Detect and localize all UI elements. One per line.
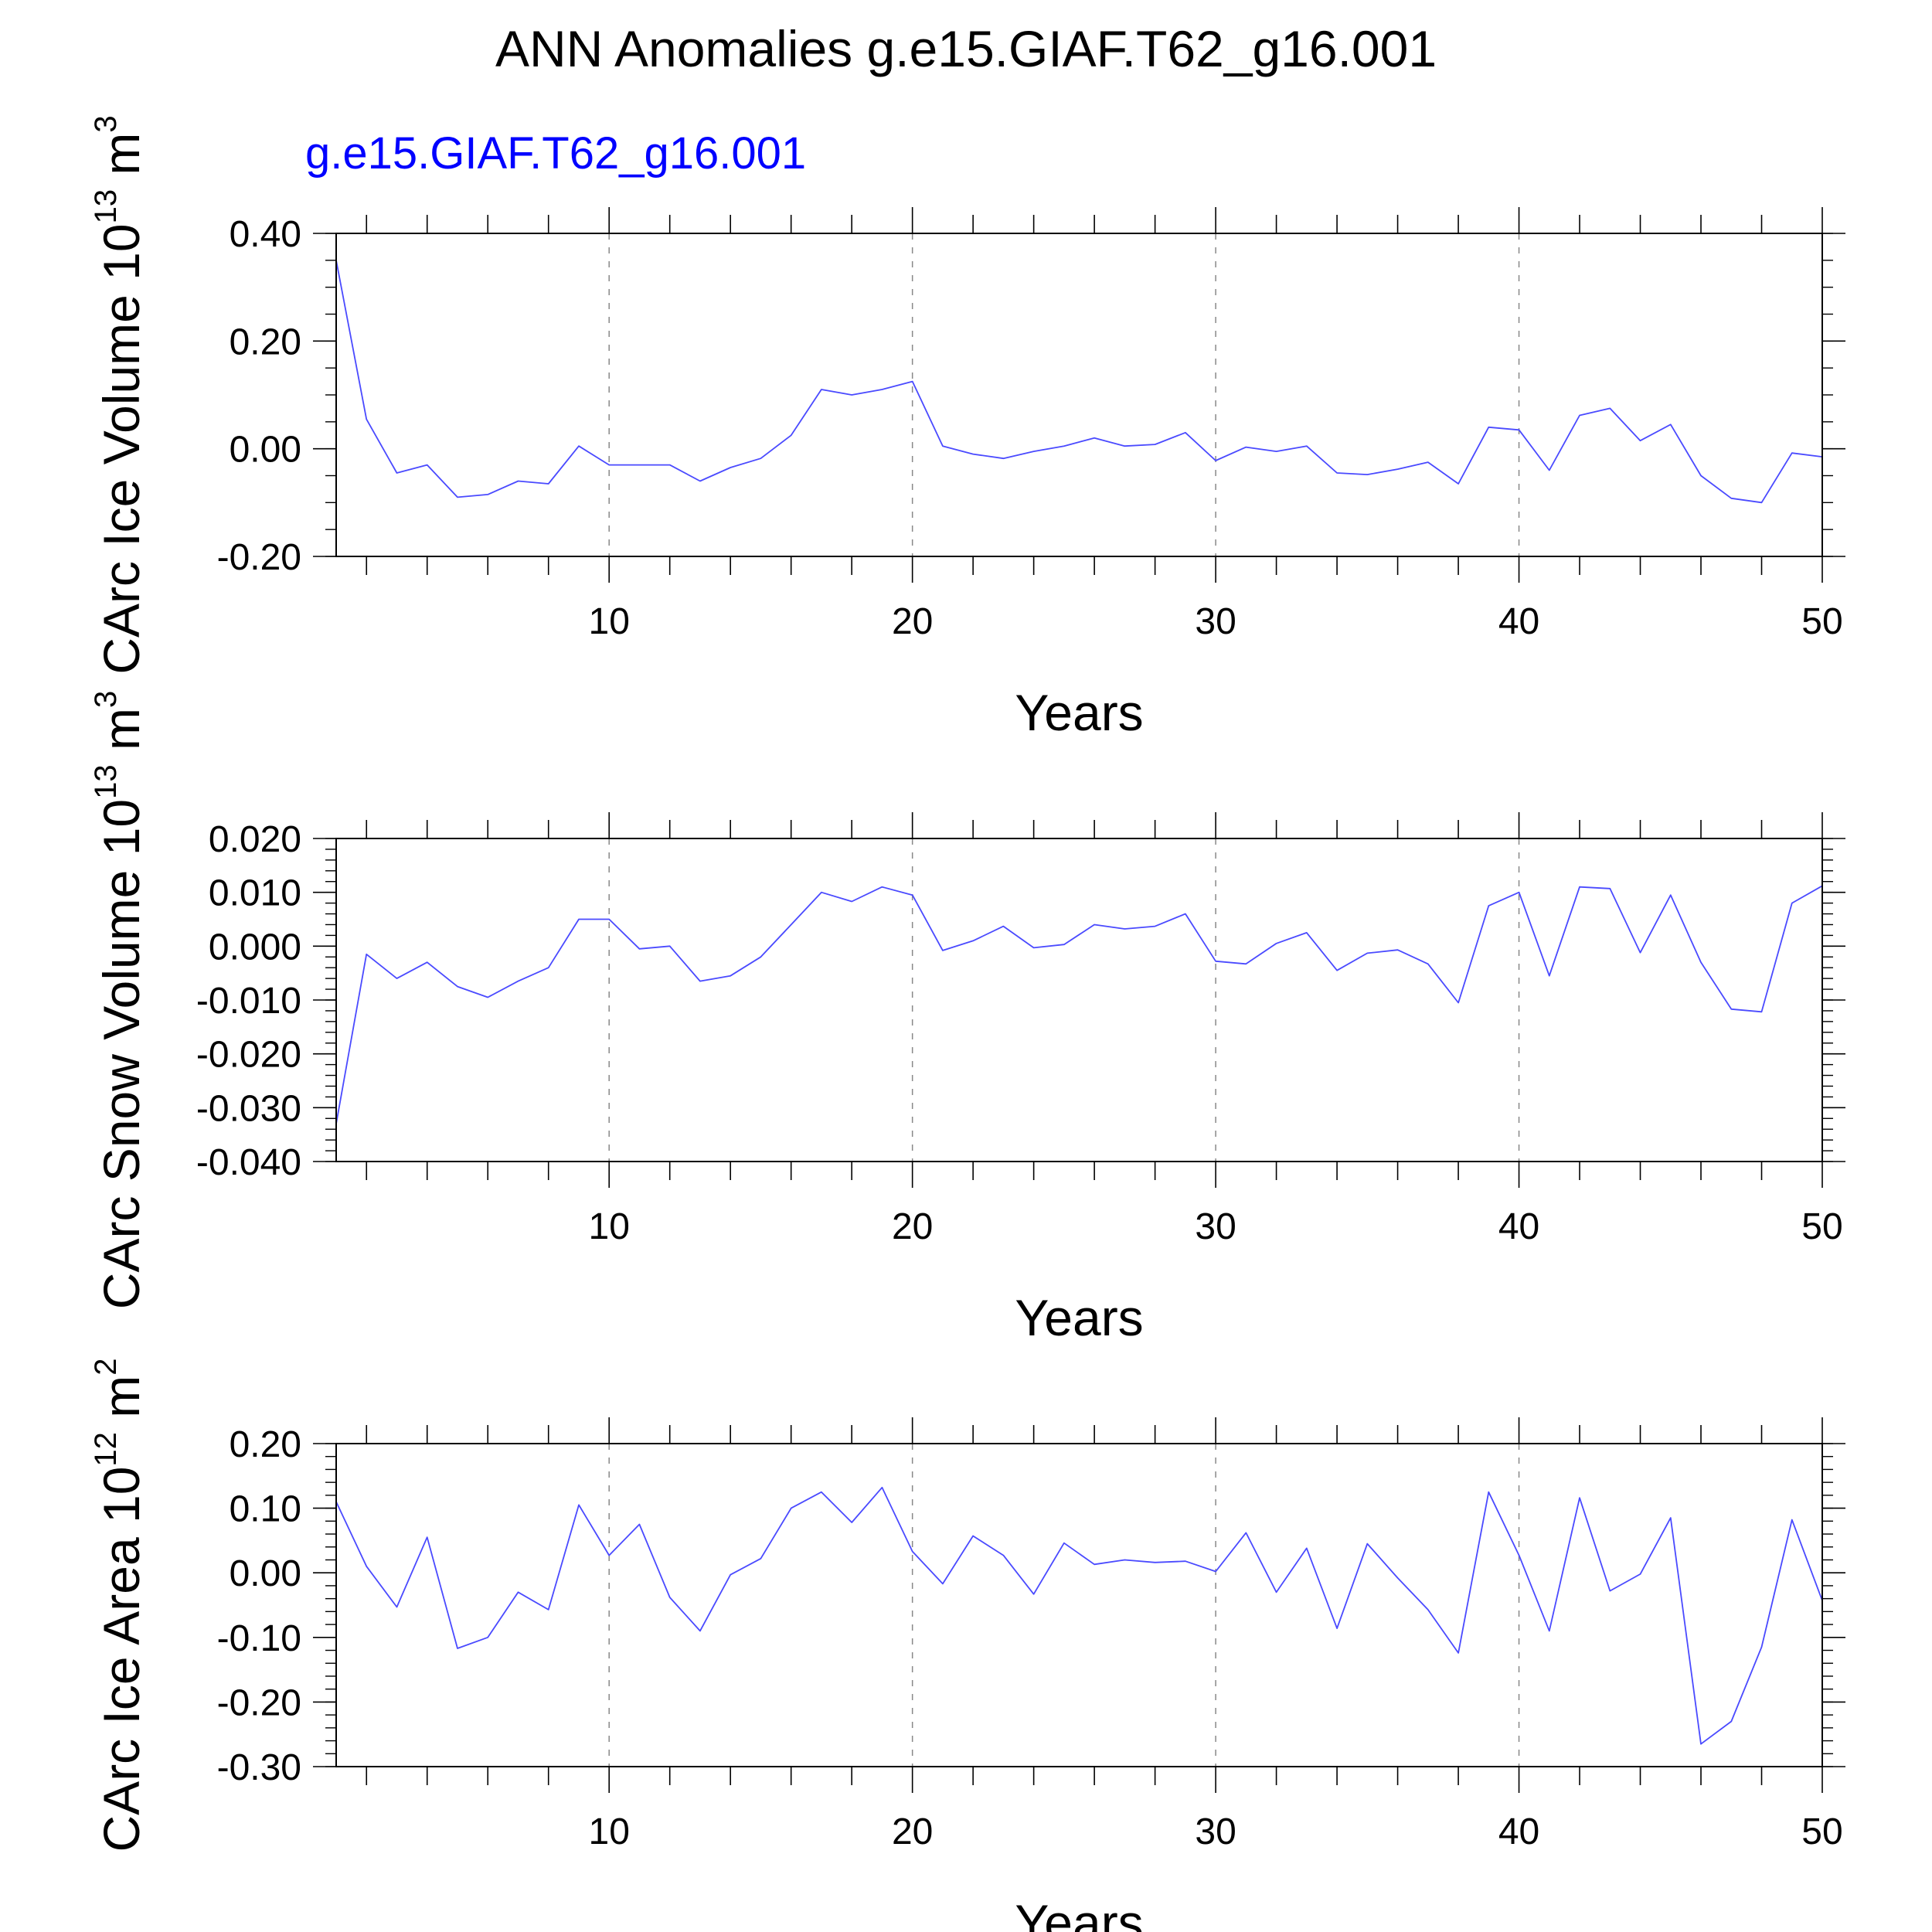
ice-area-y-axis-label-unit: m bbox=[93, 1376, 150, 1432]
snow-volume-y-tick-label: 0.010 bbox=[209, 873, 301, 914]
snow-volume-x-tick-label: 40 bbox=[1498, 1206, 1539, 1247]
ice-area-y-tick-label: 0.10 bbox=[230, 1489, 301, 1530]
ice-volume-y-tick-label: 0.20 bbox=[230, 321, 301, 362]
ice-volume-y-tick-label: 0.40 bbox=[230, 214, 301, 255]
ice-volume-panel: 10 20 30 40 50 -0.20 0.00 0.20 0.40 Years CArc Ice… bbox=[89, 115, 1845, 741]
ice-area-y-tick-label: -0.30 bbox=[217, 1747, 301, 1788]
panels: 10 20 30 40 50 -0.20 0.00 0.20 0.40 Years CArc Ice… bbox=[89, 115, 1845, 1932]
ice-volume-x-tick-label: 40 bbox=[1498, 601, 1539, 642]
snow-volume-y-tick-label: -0.020 bbox=[196, 1035, 301, 1076]
ice-area-y-tick-label: -0.10 bbox=[217, 1618, 301, 1659]
ice-volume-y-axis-label-exponent: 13 bbox=[89, 189, 123, 224]
ice-volume-x-tick-label: 30 bbox=[1195, 601, 1236, 642]
snow-volume-x-tick-label: 30 bbox=[1195, 1206, 1236, 1247]
ice-area-y-axis-label-text: CArc Ice Area 10 bbox=[93, 1467, 150, 1852]
ice-volume-y-tick-label: 0.00 bbox=[230, 430, 301, 471]
ice-area-series-line bbox=[335, 1486, 1823, 1745]
ice-area-y-axis-label: CArc Ice Area 1012 m2 bbox=[89, 1359, 150, 1852]
figure-title: ANN Anomalies g.e15.GIAF.T62_g16.001 bbox=[495, 20, 1437, 77]
ice-area-y-tick-label: 0.00 bbox=[230, 1553, 301, 1594]
ice-area-y-tick-label: 0.20 bbox=[230, 1424, 301, 1465]
snow-volume-panel: 10 20 30 40 50 -0.040 -0.030 -0.020 -0.010 0.000 0… bbox=[89, 691, 1845, 1346]
ice-volume-y-axis-label-text: CArc Ice Volume 10 bbox=[93, 223, 150, 674]
ice-volume-x-tick-label: 10 bbox=[589, 601, 630, 642]
ice-area-panel: 10 20 30 40 50 -0.30 -0.20 -0.10 0.00 0.10 0.20 Yea… bbox=[89, 1359, 1845, 1932]
snow-volume-y-tick-label: 0.000 bbox=[209, 927, 301, 968]
snow-volume-y-axis-label-unit-exponent: 3 bbox=[89, 691, 123, 708]
snow-volume-y-axis-label-unit: m bbox=[93, 708, 150, 764]
ice-area-x-tick-label: 20 bbox=[892, 1811, 933, 1852]
snow-volume-x-tick-label: 20 bbox=[892, 1206, 933, 1247]
snow-volume-y-axis-label-exponent: 13 bbox=[89, 764, 123, 799]
ice-area-x-tick-label: 40 bbox=[1498, 1811, 1539, 1852]
ice-volume-y-axis-label-unit-exponent: 3 bbox=[89, 115, 123, 132]
ice-volume-x-tick-label: 20 bbox=[892, 601, 933, 642]
ice-area-x-axis-label: Years bbox=[1015, 1894, 1143, 1932]
ice-volume-series-line bbox=[335, 260, 1823, 504]
ice-area-frame bbox=[335, 1443, 1823, 1767]
ice-area-x-tick-label: 10 bbox=[589, 1811, 630, 1852]
snow-volume-y-tick-label: 0.020 bbox=[209, 819, 301, 860]
snow-volume-y-tick-label: -0.040 bbox=[196, 1142, 301, 1183]
snow-volume-x-axis-label: Years bbox=[1015, 1289, 1143, 1346]
case-label: g.e15.GIAF.T62_g16.001 bbox=[305, 128, 806, 179]
snow-volume-y-axis-label-text: CArc Snow Volume 10 bbox=[93, 799, 150, 1309]
ice-area-x-tick-label: 30 bbox=[1195, 1811, 1236, 1852]
snow-volume-y-tick-label: -0.030 bbox=[196, 1088, 301, 1129]
ice-volume-x-tick-label: 50 bbox=[1801, 601, 1842, 642]
ice-area-y-axis-label-exponent: 12 bbox=[89, 1432, 123, 1467]
ice-area-y-tick-label: -0.20 bbox=[217, 1682, 301, 1723]
snow-volume-x-tick-label: 10 bbox=[589, 1206, 630, 1247]
snow-volume-x-tick-label: 50 bbox=[1801, 1206, 1842, 1247]
ice-volume-x-axis-label: Years bbox=[1015, 684, 1143, 741]
snow-volume-y-tick-label: -0.010 bbox=[196, 981, 301, 1022]
ice-area-y-axis-label-unit-exponent: 2 bbox=[89, 1359, 123, 1376]
ice-volume-y-tick-label: -0.20 bbox=[217, 537, 301, 578]
ice-volume-y-axis-label: CArc Ice Volume 1013 m3 bbox=[89, 115, 150, 674]
snow-volume-y-axis-label: CArc Snow Volume 1013 m3 bbox=[89, 691, 150, 1309]
ice-area-x-tick-label: 50 bbox=[1801, 1811, 1842, 1852]
ice-volume-y-axis-label-unit: m bbox=[93, 133, 150, 189]
snow-volume-series-line bbox=[335, 885, 1823, 1124]
